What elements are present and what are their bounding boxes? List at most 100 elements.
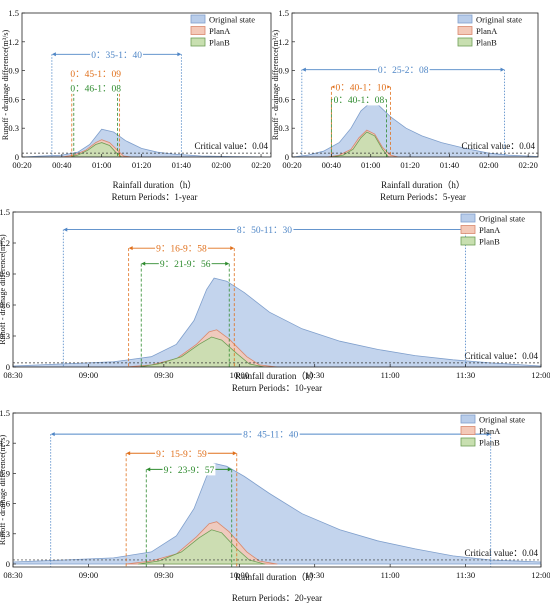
x-axis-label: Rainfall duration（h）	[113, 180, 197, 190]
x-tick-label: 10:00	[230, 370, 249, 380]
legend-label: PlanB	[479, 438, 500, 448]
span-label: 0：25-2：08	[378, 66, 429, 76]
x-tick-label: 09:30	[154, 370, 173, 380]
span-arrowhead-left	[51, 52, 56, 57]
x-tick-label: 09:00	[79, 570, 98, 580]
span-arrowhead-right	[177, 52, 182, 57]
legend-swatch	[190, 37, 206, 47]
critical-value-label: Critical value：0.04	[465, 351, 539, 361]
legend-swatch	[460, 414, 476, 424]
legend-label: Original state	[476, 15, 522, 25]
x-tick-label: 00:20	[282, 160, 301, 170]
legend-label: PlanB	[209, 38, 230, 48]
x-axis-label: Rainfall duration（h）	[235, 572, 319, 582]
span-arrowhead-left	[63, 227, 68, 232]
plot-frame	[12, 211, 542, 368]
x-tick-label: 01:00	[361, 160, 380, 170]
span-arrowhead-left	[331, 84, 336, 89]
legend-label: PlanA	[479, 426, 501, 436]
span-arrowhead-left	[141, 261, 146, 266]
x-tick-label: 02:20	[518, 160, 537, 170]
y-tick-label: 1.2	[0, 438, 10, 448]
critical-value-label: Critical value：0.04	[462, 141, 536, 151]
legend-label: Original state	[479, 415, 525, 425]
y-tick-label: 1.2	[8, 37, 19, 47]
x-tick-label: 00:20	[12, 160, 31, 170]
span-arrowhead-right	[500, 67, 505, 72]
span-label: 8：45-11：40	[243, 431, 298, 441]
series-area-original-state	[292, 101, 538, 157]
legend-label: PlanA	[479, 225, 501, 235]
return-period-label: Return Periods：20-year	[232, 593, 322, 603]
x-tick-label: 00:40	[322, 160, 341, 170]
span-arrowhead-right	[386, 84, 391, 89]
y-tick-label: 0.3	[0, 331, 10, 341]
legend-label: PlanA	[209, 26, 231, 36]
x-tick-label: 10:00	[230, 570, 249, 580]
x-tick-label: 01:20	[132, 160, 151, 170]
y-axis-label: Runoff - drainage difference(m³/s)	[271, 30, 280, 141]
critical-value-label: Critical value：0.04	[195, 141, 269, 151]
x-tick-label: 11:00	[381, 370, 400, 380]
span-arrowhead-right	[486, 432, 491, 437]
critical-value-label: Critical value：0.04	[465, 548, 539, 558]
chart-panel-2: Critical value：0.04 0：25-2：08 0：40-1：10 0：4…	[271, 8, 539, 202]
series-area-original-state	[22, 128, 271, 157]
x-tick-label: 02:00	[479, 160, 498, 170]
legend-swatch	[457, 14, 473, 24]
span-label: 8：50-11：30	[237, 226, 292, 236]
legend-swatch	[460, 225, 476, 234]
x-tick-label: 11:30	[456, 570, 475, 580]
legend-label: PlanA	[476, 26, 498, 36]
plot-frame	[21, 12, 272, 158]
x-tick-label: 10:30	[305, 370, 324, 380]
y-axis-label: Runoff - drainage difference(m³/s)	[0, 435, 7, 546]
series-area-original-state	[13, 277, 541, 367]
span-label: 9：23-9：57	[164, 466, 215, 476]
x-tick-label: 00:40	[52, 160, 71, 170]
x-tick-label: 09:00	[79, 370, 98, 380]
x-tick-label: 02:20	[251, 160, 270, 170]
plot-frame	[12, 412, 542, 568]
series-group	[292, 101, 538, 157]
chart-panel-4: Critical value：0.04 8：45-11：40 9：15-9：59 9：…	[0, 408, 550, 603]
y-tick-label: 0.9	[0, 269, 10, 279]
series-area-plan-b	[137, 529, 266, 565]
y-tick-label: 1.5	[0, 408, 10, 418]
span-label: 9：15-9：59	[156, 450, 207, 460]
span-label: 9：21-9：56	[160, 260, 211, 270]
y-axis-label: Runoff - drainage difference(m³/s)	[0, 234, 7, 345]
legend-swatch	[457, 37, 473, 47]
span-arrowhead-left	[126, 451, 131, 456]
span-arrowhead-right	[227, 467, 232, 472]
x-tick-label: 08:30	[3, 370, 22, 380]
legend-label: PlanB	[476, 38, 497, 48]
series-group	[13, 462, 541, 565]
legend-swatch	[457, 26, 473, 35]
series-area-plan-b	[331, 131, 389, 157]
series-area-plan-b	[138, 336, 265, 367]
span-arrowhead-left	[50, 432, 55, 437]
legend-swatch	[460, 213, 476, 223]
y-tick-label: 0.6	[0, 499, 10, 509]
x-tick-label: 11:00	[381, 570, 400, 580]
y-axis-label: Runoff - drainage difference(m³/s)	[1, 30, 10, 141]
x-tick-label: 12:00	[531, 370, 550, 380]
span-label: 9：16-9：58	[156, 245, 207, 255]
chart-panel-3: Critical value：0.04 8：50-11：30 9：16-9：58 9：…	[0, 207, 550, 393]
legend-label: PlanB	[479, 237, 500, 247]
y-tick-label: 1.2	[0, 238, 10, 248]
legend-swatch	[190, 14, 206, 24]
y-tick-label: 0	[285, 152, 289, 162]
span-arrowhead-left	[146, 467, 151, 472]
x-tick-label: 11:30	[456, 370, 475, 380]
y-tick-label: 1.5	[0, 207, 10, 217]
y-tick-label: 1.5	[278, 8, 289, 18]
x-tick-label: 12:00	[531, 570, 550, 580]
span-arrowhead-right	[225, 261, 230, 266]
